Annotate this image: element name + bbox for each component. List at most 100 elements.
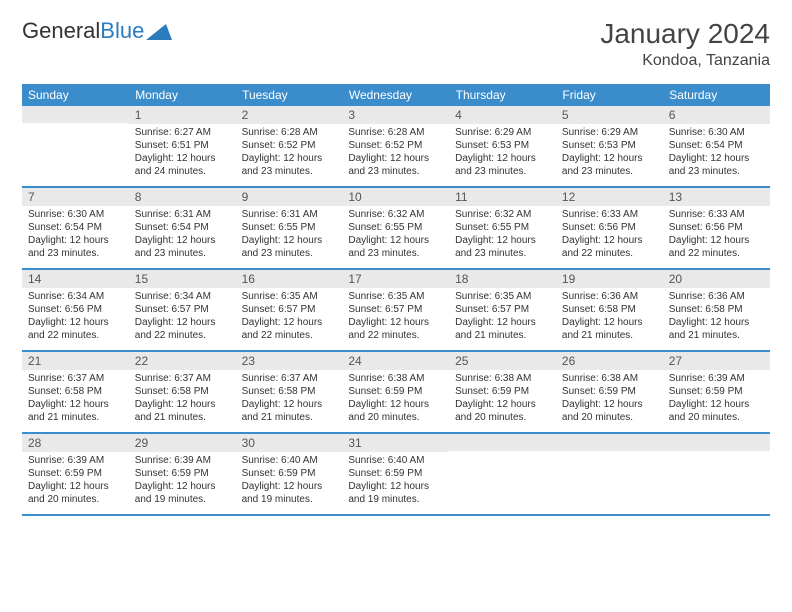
daylight-line: Daylight: 12 hours and 21 minutes. xyxy=(669,316,764,342)
day-number: 2 xyxy=(236,106,343,124)
calendar-cell: 1Sunrise: 6:27 AMSunset: 6:51 PMDaylight… xyxy=(129,106,236,187)
daylight-line: Daylight: 12 hours and 20 minutes. xyxy=(562,398,657,424)
daylight-line: Daylight: 12 hours and 19 minutes. xyxy=(135,480,230,506)
sunset-line: Sunset: 6:59 PM xyxy=(28,467,123,480)
sunset-line: Sunset: 6:57 PM xyxy=(348,303,443,316)
title-block: January 2024 Kondoa, Tanzania xyxy=(600,18,770,70)
day-body: Sunrise: 6:38 AMSunset: 6:59 PMDaylight:… xyxy=(449,370,556,432)
daylight-line: Daylight: 12 hours and 19 minutes. xyxy=(348,480,443,506)
daylight-line: Daylight: 12 hours and 20 minutes. xyxy=(348,398,443,424)
day-body-empty xyxy=(449,451,556,505)
logo: GeneralBlue xyxy=(22,18,172,44)
day-number: 3 xyxy=(342,106,449,124)
daylight-line: Daylight: 12 hours and 23 minutes. xyxy=(455,234,550,260)
calendar-cell: 8Sunrise: 6:31 AMSunset: 6:54 PMDaylight… xyxy=(129,187,236,269)
day-body: Sunrise: 6:35 AMSunset: 6:57 PMDaylight:… xyxy=(236,288,343,350)
day-number: 14 xyxy=(22,270,129,288)
calendar-cell: 23Sunrise: 6:37 AMSunset: 6:58 PMDayligh… xyxy=(236,351,343,433)
sunrise-line: Sunrise: 6:33 AM xyxy=(562,208,657,221)
calendar-cell: 4Sunrise: 6:29 AMSunset: 6:53 PMDaylight… xyxy=(449,106,556,187)
day-body: Sunrise: 6:34 AMSunset: 6:57 PMDaylight:… xyxy=(129,288,236,350)
day-body: Sunrise: 6:29 AMSunset: 6:53 PMDaylight:… xyxy=(556,124,663,186)
sunrise-line: Sunrise: 6:36 AM xyxy=(562,290,657,303)
day-header: Wednesday xyxy=(342,84,449,106)
daylight-line: Daylight: 12 hours and 20 minutes. xyxy=(669,398,764,424)
calendar-cell: 28Sunrise: 6:39 AMSunset: 6:59 PMDayligh… xyxy=(22,433,129,515)
sunset-line: Sunset: 6:59 PM xyxy=(135,467,230,480)
sunset-line: Sunset: 6:54 PM xyxy=(135,221,230,234)
calendar-cell: 9Sunrise: 6:31 AMSunset: 6:55 PMDaylight… xyxy=(236,187,343,269)
day-number: 4 xyxy=(449,106,556,124)
daylight-line: Daylight: 12 hours and 23 minutes. xyxy=(135,234,230,260)
calendar-body: 1Sunrise: 6:27 AMSunset: 6:51 PMDaylight… xyxy=(22,106,770,515)
day-body-empty xyxy=(556,451,663,505)
daylight-line: Daylight: 12 hours and 23 minutes. xyxy=(28,234,123,260)
sunset-line: Sunset: 6:53 PM xyxy=(455,139,550,152)
calendar-cell: 22Sunrise: 6:37 AMSunset: 6:58 PMDayligh… xyxy=(129,351,236,433)
calendar-cell xyxy=(22,106,129,187)
sunset-line: Sunset: 6:55 PM xyxy=(455,221,550,234)
location: Kondoa, Tanzania xyxy=(600,52,770,70)
sunrise-line: Sunrise: 6:27 AM xyxy=(135,126,230,139)
day-header: Friday xyxy=(556,84,663,106)
daylight-line: Daylight: 12 hours and 22 minutes. xyxy=(135,316,230,342)
calendar-cell: 14Sunrise: 6:34 AMSunset: 6:56 PMDayligh… xyxy=(22,269,129,351)
calendar-cell: 2Sunrise: 6:28 AMSunset: 6:52 PMDaylight… xyxy=(236,106,343,187)
sunrise-line: Sunrise: 6:31 AM xyxy=(242,208,337,221)
daylight-line: Daylight: 12 hours and 21 minutes. xyxy=(455,316,550,342)
daylight-line: Daylight: 12 hours and 23 minutes. xyxy=(348,234,443,260)
calendar-week: 21 Sunrise: 6:37 AM Sunset: 6:58 PM Dayligh… xyxy=(22,351,770,433)
day-body: Sunrise: 6:35 AMSunset: 6:57 PMDaylight:… xyxy=(449,288,556,350)
day-body: Sunrise: 6:28 AMSunset: 6:52 PMDaylight:… xyxy=(342,124,449,186)
calendar-cell: 18Sunrise: 6:35 AMSunset: 6:57 PMDayligh… xyxy=(449,269,556,351)
calendar-cell: 11Sunrise: 6:32 AMSunset: 6:55 PMDayligh… xyxy=(449,187,556,269)
day-number: 12 xyxy=(556,188,663,206)
daylight-line: Daylight: 12 hours and 23 minutes. xyxy=(562,152,657,178)
day-number: 7 xyxy=(22,188,129,206)
sunrise-line: Sunrise: 6:30 AM xyxy=(669,126,764,139)
sunset-line: Sunset: 6:58 PM xyxy=(135,385,230,398)
sunrise-line: Sunrise: 6:36 AM xyxy=(669,290,764,303)
day-number: 10 xyxy=(342,188,449,206)
day-header: Monday xyxy=(129,84,236,106)
day-header: Sunday xyxy=(22,84,129,106)
day-number: 1 xyxy=(129,106,236,124)
day-body: Sunrise: 6:39 AMSunset: 6:59 PMDaylight:… xyxy=(663,370,770,432)
day-body-empty xyxy=(663,451,770,505)
daylight-line: Daylight: 12 hours and 23 minutes. xyxy=(242,234,337,260)
sunset-line: Sunset: 6:59 PM xyxy=(669,385,764,398)
sunset-line: Sunset: 6:57 PM xyxy=(455,303,550,316)
day-number: 21 xyxy=(22,352,129,370)
sunrise-line: Sunrise: 6:28 AM xyxy=(348,126,443,139)
sunset-line: Sunset: 6:57 PM xyxy=(135,303,230,316)
calendar-cell: 5Sunrise: 6:29 AMSunset: 6:53 PMDaylight… xyxy=(556,106,663,187)
daylight-line: Daylight: 12 hours and 23 minutes. xyxy=(455,152,550,178)
day-number: 18 xyxy=(449,270,556,288)
day-header: Tuesday xyxy=(236,84,343,106)
sunrise-line: Sunrise: 6:32 AM xyxy=(348,208,443,221)
day-body: Sunrise: 6:40 AMSunset: 6:59 PMDaylight:… xyxy=(342,452,449,514)
day-number: 22 xyxy=(129,352,236,370)
calendar-week: 28Sunrise: 6:39 AMSunset: 6:59 PMDayligh… xyxy=(22,433,770,515)
day-body: Sunrise: 6:39 AMSunset: 6:59 PMDaylight:… xyxy=(22,452,129,514)
daylight-line: Daylight: 12 hours and 19 minutes. xyxy=(242,480,337,506)
daylight-line: Daylight: 12 hours and 20 minutes. xyxy=(28,480,123,506)
sunset-line: Sunset: 6:58 PM xyxy=(669,303,764,316)
day-header: Saturday xyxy=(663,84,770,106)
day-number: 16 xyxy=(236,270,343,288)
day-body: Sunrise: 6:32 AMSunset: 6:55 PMDaylight:… xyxy=(449,206,556,268)
sunset-line: Sunset: 6:52 PM xyxy=(242,139,337,152)
calendar-cell: 27Sunrise: 6:39 AMSunset: 6:59 PMDayligh… xyxy=(663,351,770,433)
sunrise-line: Sunrise: 6:29 AM xyxy=(562,126,657,139)
sunrise-line: Sunrise: 6:37 AM xyxy=(28,372,123,385)
day-body: Sunrise: 6:30 AMSunset: 6:54 PMDaylight:… xyxy=(663,124,770,186)
sunset-line: Sunset: 6:54 PM xyxy=(28,221,123,234)
day-body: Sunrise: 6:35 AMSunset: 6:57 PMDaylight:… xyxy=(342,288,449,350)
daylight-line: Daylight: 12 hours and 23 minutes. xyxy=(669,152,764,178)
day-body: Sunrise: 6:30 AMSunset: 6:54 PMDaylight:… xyxy=(22,206,129,268)
sunset-line: Sunset: 6:59 PM xyxy=(562,385,657,398)
day-number: 20 xyxy=(663,270,770,288)
calendar-cell: 16Sunrise: 6:35 AMSunset: 6:57 PMDayligh… xyxy=(236,269,343,351)
sunrise-line: Sunrise: 6:30 AM xyxy=(28,208,123,221)
day-number: 28 xyxy=(22,434,129,452)
